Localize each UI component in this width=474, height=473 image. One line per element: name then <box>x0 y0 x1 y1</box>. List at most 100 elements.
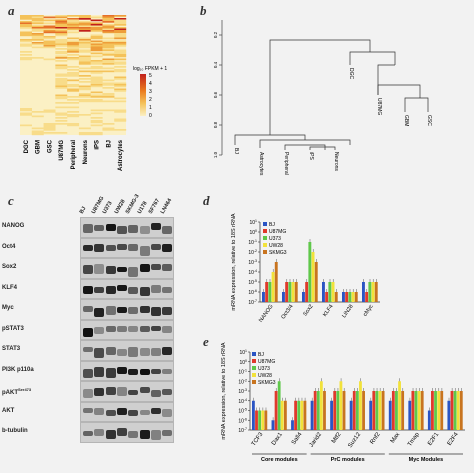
heatmap-cell <box>102 27 115 29</box>
heatmap-cell <box>55 34 68 37</box>
heatmap-cell <box>78 43 91 46</box>
heatmap-cell <box>90 85 103 88</box>
heatmap-cell <box>78 58 91 61</box>
dendro-link-root <box>269 39 371 135</box>
heatmap-cell <box>90 60 103 62</box>
heatmap-cell <box>90 67 103 70</box>
bar <box>265 282 269 302</box>
blot-band <box>162 264 173 272</box>
bar <box>431 391 434 430</box>
heatmap-cell <box>31 16 44 19</box>
heatmap-cell <box>67 19 80 22</box>
heatmap-cell <box>102 84 115 86</box>
heatmap-cell <box>20 18 32 20</box>
legend-swatch <box>252 373 256 377</box>
blot-band <box>128 430 139 439</box>
heatmap-cell <box>114 28 127 31</box>
bar <box>365 292 369 302</box>
heatmap-cell <box>43 127 56 130</box>
blot-band <box>150 369 161 375</box>
legend-tick-label: 5 <box>149 73 152 79</box>
bar <box>453 391 457 430</box>
heatmap-cell <box>90 28 103 31</box>
bar <box>311 252 315 302</box>
y-tick-label: 10-7 <box>238 427 247 434</box>
heatmap-cell <box>102 31 115 34</box>
blot-band <box>105 430 116 439</box>
heatmap-cell <box>55 39 68 41</box>
heatmap-cell <box>31 115 44 118</box>
heatmap-cell <box>90 25 103 28</box>
y-axis-label: mRNA expression, relative to 18S rRNA <box>221 342 227 440</box>
heatmap-cell <box>20 25 32 28</box>
heatmap-cell <box>114 61 127 64</box>
heatmap-cell <box>55 132 68 134</box>
y-tick-label: 101 <box>249 219 257 226</box>
dendro-tick-label: 1.0 <box>213 151 218 158</box>
heatmap-cell <box>31 133 44 136</box>
bar <box>297 400 301 430</box>
blot-band <box>128 369 139 376</box>
heatmap-cell <box>67 111 80 113</box>
heatmap-cell <box>43 42 56 44</box>
heatmap-legend: log₁₀ FPKM + 1 5 4 3 2 1 0 <box>133 66 167 119</box>
legend-label: SKMG3 <box>269 250 287 256</box>
x-tick-label: E2F1 <box>427 431 441 447</box>
blot-band <box>150 264 161 271</box>
blot-band <box>105 224 116 232</box>
heatmap-cell <box>55 19 68 22</box>
panel-label-c: c <box>8 193 14 208</box>
heatmap-cell <box>55 40 68 43</box>
bar <box>411 391 415 430</box>
heatmap-cell <box>43 123 56 125</box>
heatmap-cell <box>78 39 91 41</box>
heatmap-cell <box>114 90 127 92</box>
heatmap-cell <box>90 45 103 47</box>
heatmap-cell <box>90 121 103 124</box>
bar <box>349 400 353 430</box>
heatmap-column-label: GSC <box>47 139 53 153</box>
heatmap-cell <box>90 27 103 29</box>
heatmap-cell <box>102 63 115 65</box>
blot-band <box>83 407 93 413</box>
bar <box>285 282 289 302</box>
heatmap-cell <box>31 15 44 17</box>
heatmap-cell <box>67 75 80 77</box>
blot-band <box>83 327 93 338</box>
heatmap-cell <box>114 78 127 80</box>
heatmap-cell <box>31 18 44 20</box>
dendro-leaf-label: GSC <box>426 115 432 126</box>
bar <box>345 292 349 302</box>
heatmap-cell <box>55 25 68 28</box>
heatmap-cell <box>55 96 68 98</box>
heatmap-cell <box>20 58 32 61</box>
heatmap-cell <box>31 39 44 41</box>
heatmap-cell <box>55 33 68 35</box>
heatmap-column-label: Astrocytes <box>118 139 124 171</box>
heatmap-cell <box>55 120 68 122</box>
blot-band <box>162 368 173 375</box>
heatmap-cell <box>114 120 127 122</box>
heatmap-cell <box>43 126 56 128</box>
blot-band <box>116 326 127 332</box>
heatmap-cell <box>90 30 103 32</box>
x-tick-label: Oct3/4 <box>280 304 294 321</box>
bar <box>323 391 326 430</box>
heatmap-cell <box>67 45 80 47</box>
heatmap-cell <box>90 70 103 73</box>
bar <box>261 410 265 430</box>
heatmap-cell <box>55 15 68 17</box>
heatmap-cell <box>102 100 115 103</box>
blot-band <box>94 224 105 232</box>
legend-swatch <box>252 352 256 356</box>
heatmap-cell <box>90 24 103 26</box>
blot-band <box>139 306 150 313</box>
heatmap-cell <box>55 82 68 85</box>
panel-label-d: d <box>203 193 210 208</box>
bar <box>322 282 325 302</box>
heatmap-cell <box>31 27 44 29</box>
y-tick-exponent: -3 <box>254 259 257 263</box>
blot-band <box>105 305 116 315</box>
y-tick-exponent: -4 <box>254 269 257 273</box>
